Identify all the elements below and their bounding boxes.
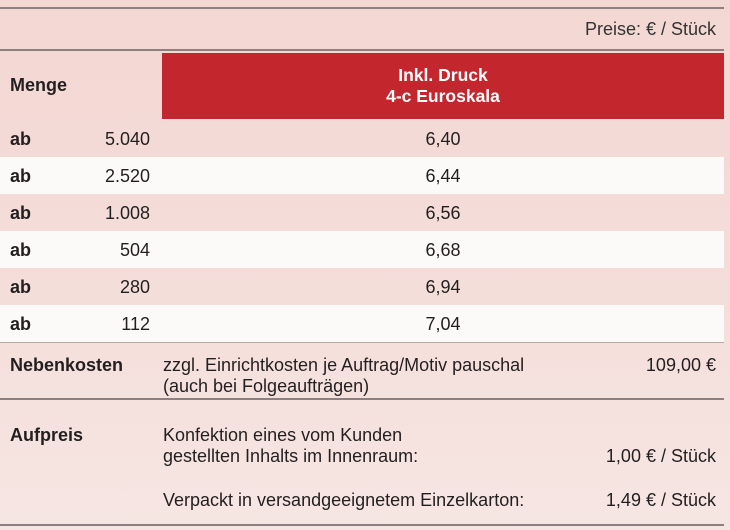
row-quantity: 2.520 (104, 166, 150, 186)
header-rule (0, 49, 724, 51)
aufpreis-item1-description: Konfektion eines vom Kunden gestellten I… (163, 425, 418, 467)
nebenkosten-label: Nebenkosten (10, 355, 124, 375)
row-quantity: 1.008 (104, 203, 150, 223)
row-price: 7,04 (425, 314, 461, 334)
row-price: 6,56 (425, 203, 461, 223)
price-column-header: Inkl. Druck 4-c Euroskala (162, 53, 724, 119)
price-column-title-line1: Inkl. Druck (398, 65, 488, 85)
aufpreis-label: Aufpreis (10, 425, 84, 445)
row-prefix: ab (10, 314, 32, 334)
row-price: 6,94 (425, 277, 461, 297)
row-price: 6,40 (425, 129, 461, 149)
table-row: ab 1.008 6,56 (0, 194, 724, 231)
table-bottom-rule (0, 342, 724, 343)
aufpreis-item2-price: 1,49 € / Stück (605, 490, 716, 510)
price-column-title-line2: 4-c Euroskala (386, 86, 500, 106)
table-row: ab 112 7,04 (0, 305, 724, 342)
row-prefix: ab (10, 129, 32, 149)
row-price: 6,44 (425, 166, 461, 186)
quantity-header: Menge (10, 75, 68, 95)
table-row: ab 280 6,94 (0, 268, 724, 305)
aufpreis-item1-price: 1,00 € / Stück (605, 446, 716, 466)
row-quantity: 112 (121, 314, 150, 334)
table-row: ab 5.040 6,40 (0, 120, 724, 157)
row-prefix: ab (10, 240, 32, 260)
price-unit-note: Preise: € / Stück (584, 19, 716, 39)
aufpreis-item1-line1: Konfektion eines vom Kunden (163, 425, 403, 445)
row-prefix: ab (10, 203, 32, 223)
top-rule (0, 7, 724, 9)
price-table: ab 5.040 6,40 ab 2.520 6,44 ab 1.008 6,5… (0, 120, 724, 342)
row-quantity: 5.040 (104, 129, 150, 149)
row-quantity: 280 (119, 277, 150, 297)
row-prefix: ab (10, 277, 32, 297)
nebenkosten-line1: zzgl. Einrichtkosten je Auftrag/Motiv pa… (163, 355, 525, 375)
bottom-rule (0, 524, 724, 526)
row-quantity: 504 (119, 240, 150, 260)
aufpreis-item2-description: Verpackt in versandgeeignetem Einzelkart… (163, 490, 525, 510)
row-price: 6,68 (425, 240, 461, 260)
nebenkosten-description: zzgl. Einrichtkosten je Auftrag/Motiv pa… (163, 355, 524, 397)
table-row: ab 504 6,68 (0, 231, 724, 268)
aufpreis-item1-line2: gestellten Inhalts im Innenraum: (163, 446, 419, 466)
row-prefix: ab (10, 166, 32, 186)
table-row: ab 2.520 6,44 (0, 157, 724, 194)
nebenkosten-line2: (auch bei Folgeaufträgen) (163, 376, 370, 396)
nebenkosten-price: 109,00 € (645, 355, 716, 375)
section-rule (0, 398, 724, 400)
